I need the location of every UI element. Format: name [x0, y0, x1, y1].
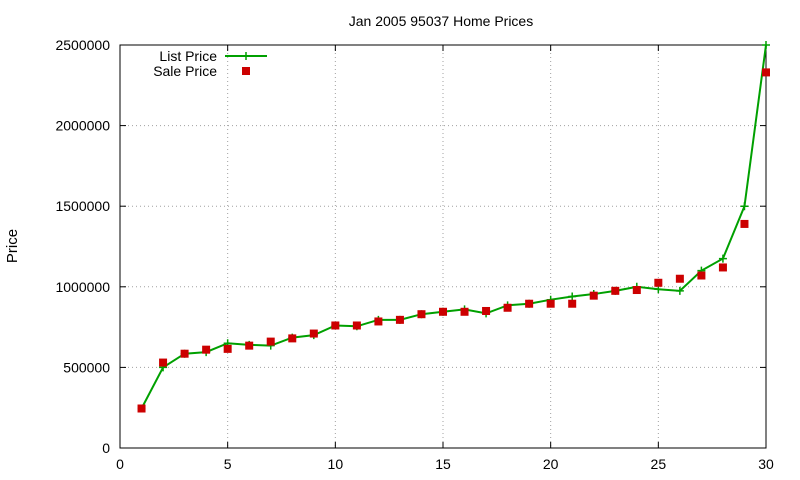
chart-title: Jan 2005 95037 Home Prices — [349, 13, 533, 29]
series-layer — [137, 41, 770, 413]
sale-price-point — [374, 317, 383, 326]
x-tick-label: 0 — [116, 456, 124, 472]
sale-price-point — [525, 299, 534, 308]
y-tick-label: 1000000 — [55, 279, 110, 295]
y-tick-label: 0 — [102, 440, 110, 456]
grid-layer — [120, 45, 766, 448]
sale-price-point — [697, 271, 706, 280]
sale-price-point — [503, 303, 512, 312]
legend-label-list-price: List Price — [159, 48, 217, 64]
sale-price-point — [718, 263, 727, 272]
x-tick-label: 30 — [758, 456, 774, 472]
ticks-layer: 0 5 10 15 20 25 30 0 500000 1000000 1500000 2000000… — [55, 37, 774, 472]
x-tick-label: 10 — [328, 456, 344, 472]
sale-price-point — [417, 310, 426, 319]
legend-marker-list-price — [242, 52, 250, 60]
y-tick-label: 500000 — [63, 359, 110, 375]
legend-label-sale-price: Sale Price — [153, 63, 217, 79]
sale-price-point — [740, 219, 749, 228]
sale-price-point — [632, 286, 641, 295]
sale-price-point — [309, 329, 318, 338]
sale-price-point — [352, 321, 361, 330]
sale-price-point — [482, 306, 491, 315]
sale-price-point — [180, 349, 189, 358]
y-tick-label: 2000000 — [55, 118, 110, 134]
list-price-line — [140, 44, 767, 409]
list-price-point — [762, 41, 770, 49]
y-axis-label: Price — [4, 229, 21, 263]
sale-price-point — [223, 344, 232, 353]
sale-price-point — [546, 299, 555, 308]
list-price-point — [740, 202, 749, 211]
sale-price-point — [589, 291, 598, 300]
list-price-point — [675, 286, 684, 295]
x-tick-label: 25 — [651, 456, 667, 472]
sale-price-point — [762, 68, 770, 77]
sale-price-point — [266, 337, 275, 346]
legend: List Price Sale Price — [153, 48, 267, 79]
sale-price-point — [654, 278, 663, 287]
sale-price-point — [675, 274, 684, 283]
y-tick-label: 1500000 — [55, 198, 110, 214]
sale-price-point — [611, 286, 620, 295]
sale-price-point — [137, 404, 146, 413]
sale-price-point — [395, 315, 404, 324]
sale-price-point — [331, 321, 340, 330]
sale-price-point — [245, 341, 254, 350]
x-tick-label: 5 — [224, 456, 232, 472]
x-tick-label: 20 — [543, 456, 559, 472]
sale-price-point — [202, 345, 211, 354]
y-tick-label: 2500000 — [55, 37, 110, 53]
sale-price-point — [159, 358, 168, 367]
x-tick-label: 15 — [435, 456, 451, 472]
sale-price-point — [460, 307, 469, 316]
sale-price-point — [288, 334, 297, 343]
list-price-point — [568, 292, 577, 301]
sale-price-point — [439, 307, 447, 316]
sale-price-point — [568, 299, 577, 308]
list-price-point — [718, 254, 727, 263]
legend-marker-sale-price — [242, 67, 250, 75]
